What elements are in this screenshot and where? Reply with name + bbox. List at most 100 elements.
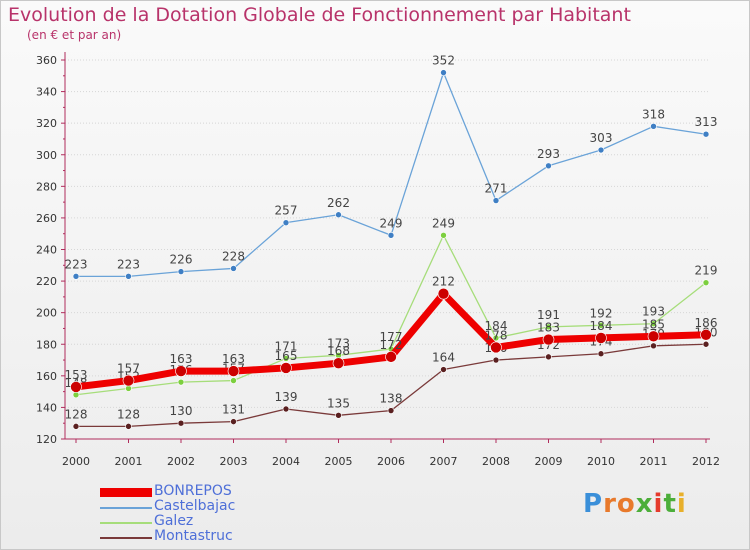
data-point (335, 412, 342, 419)
data-label: 249 (432, 216, 455, 230)
data-label: 164 (432, 351, 455, 365)
data-label: 257 (275, 204, 298, 218)
data-label: 212 (432, 275, 455, 289)
data-label: 128 (65, 407, 88, 421)
legend-item-galez: Galez (100, 513, 360, 530)
proxiti-logo: Proxiti (583, 489, 687, 519)
data-point (702, 130, 710, 138)
y-tick-label: 140 (36, 401, 57, 414)
data-label: 172 (380, 338, 403, 352)
legend-item-castelbajac: Castelbajac (100, 498, 360, 515)
data-label: 128 (117, 407, 140, 421)
data-label: 184 (485, 319, 508, 333)
data-point (122, 374, 135, 387)
data-label: 352 (432, 54, 455, 68)
data-point (227, 365, 240, 377)
data-point (230, 265, 237, 272)
y-tick-label: 160 (36, 370, 57, 383)
data-label: 131 (222, 403, 245, 417)
data-point (72, 273, 80, 280)
x-tick-label: 2006 (377, 455, 405, 468)
data-point (177, 419, 185, 427)
data-label: 171 (275, 339, 298, 353)
x-tick-label: 2010 (587, 455, 615, 468)
data-point (230, 418, 237, 425)
legend-swatch-montastruc (100, 537, 152, 539)
data-point (597, 350, 605, 358)
logo-letter: t (663, 489, 677, 519)
data-point (177, 268, 185, 275)
data-label: 191 (537, 308, 560, 322)
legend-label-galez: Galez (154, 513, 194, 529)
data-point (385, 351, 397, 363)
data-label: 249 (380, 216, 403, 230)
data-point (490, 341, 502, 354)
data-point (647, 330, 660, 343)
data-label: 313 (695, 115, 718, 129)
data-label: 165 (275, 349, 298, 363)
data-label: 135 (327, 396, 350, 410)
x-tick-label: 2000 (62, 455, 90, 468)
data-point (440, 366, 447, 373)
y-tick-label: 360 (36, 54, 57, 67)
data-label: 193 (642, 305, 665, 319)
logo-letter: o (616, 489, 636, 519)
data-point (282, 405, 290, 413)
data-point (650, 123, 657, 130)
data-label: 178 (485, 328, 508, 342)
data-point (492, 334, 500, 342)
x-tick-label: 2003 (220, 455, 248, 468)
data-point (595, 332, 607, 344)
logo-letter: i (653, 489, 664, 519)
data-label: 293 (537, 147, 560, 161)
data-point (282, 355, 290, 362)
data-point (282, 219, 290, 226)
legend-swatch-galez (100, 522, 152, 524)
data-point (492, 356, 500, 364)
x-tick-label: 2001 (115, 455, 143, 468)
logo-letter: x (635, 489, 654, 519)
data-label: 163 (170, 352, 193, 366)
y-tick-label: 220 (36, 275, 57, 288)
y-tick-label: 180 (36, 338, 57, 351)
data-point (387, 231, 395, 239)
y-tick-label: 260 (36, 212, 57, 225)
data-label: 184 (590, 319, 613, 333)
x-tick-label: 2012 (692, 455, 720, 468)
data-point (702, 279, 710, 286)
data-point (175, 365, 187, 377)
y-tick-label: 300 (36, 149, 57, 162)
data-label: 262 (327, 196, 350, 210)
logo-letter: r (603, 489, 617, 519)
data-label: 223 (117, 257, 140, 271)
data-point (700, 328, 712, 341)
data-point (437, 287, 450, 300)
data-point (335, 211, 342, 219)
data-point (650, 342, 657, 350)
data-label: 219 (695, 264, 718, 278)
chart-title: Evolution de la Dotation Globale de Fonc… (8, 4, 631, 26)
data-point (230, 377, 237, 384)
data-label: 228 (222, 249, 245, 263)
data-point (440, 231, 447, 239)
x-tick-label: 2005 (325, 455, 353, 468)
legend-item-montastruc: Montastruc (100, 528, 360, 545)
data-point (387, 407, 395, 414)
y-tick-label: 200 (36, 307, 57, 320)
data-point (70, 381, 82, 393)
data-label: 177 (380, 330, 403, 344)
data-point (597, 146, 605, 154)
legend-swatch-castelbajac (100, 507, 152, 509)
data-point (280, 362, 292, 374)
data-label: 139 (275, 390, 298, 404)
y-tick-label: 280 (36, 180, 57, 193)
data-point (597, 321, 605, 329)
data-point (125, 423, 132, 430)
data-label: 183 (537, 321, 560, 335)
data-label: 153 (65, 368, 88, 382)
data-label: 185 (642, 317, 665, 331)
x-tick-label: 2009 (535, 455, 563, 468)
y-tick-label: 320 (36, 117, 57, 130)
x-tick-label: 2004 (272, 455, 300, 468)
